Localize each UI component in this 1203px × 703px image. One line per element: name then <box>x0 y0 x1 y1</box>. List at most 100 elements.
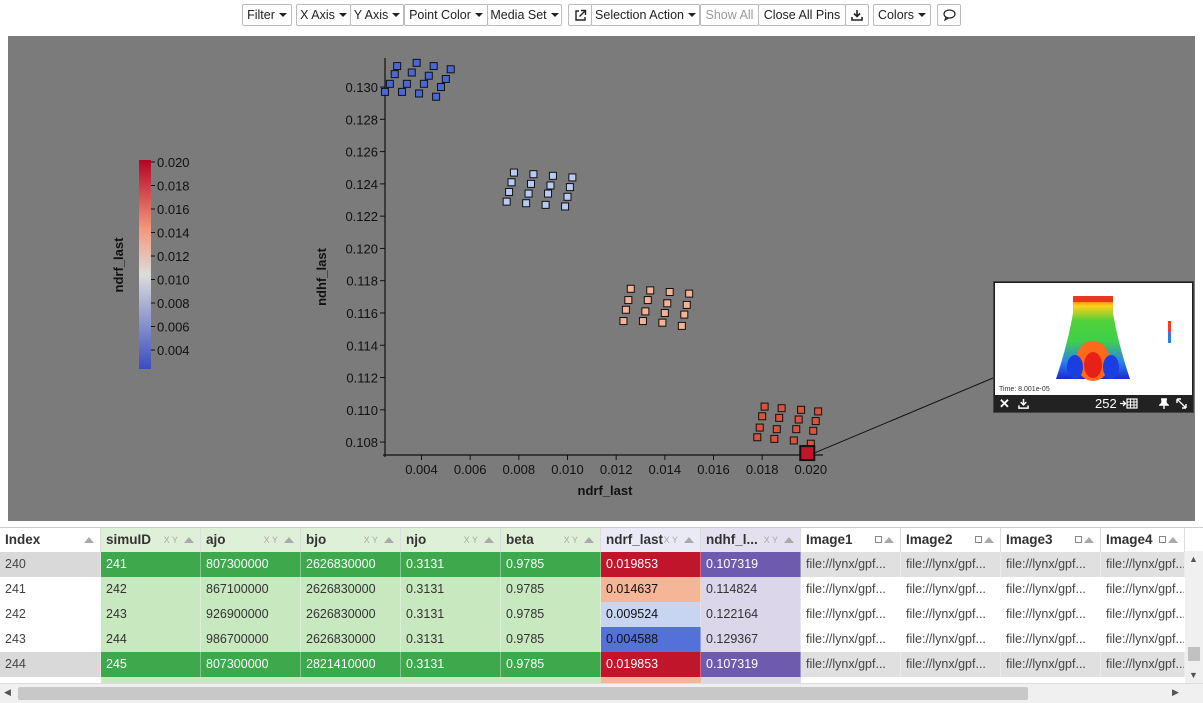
scatter-point[interactable] <box>770 434 779 443</box>
sort-icon[interactable] <box>1084 537 1094 543</box>
scatter-point[interactable] <box>407 68 416 77</box>
table-cell[interactable]: 0.9785 <box>501 602 601 627</box>
scatter-point[interactable] <box>509 168 518 177</box>
scatter-point[interactable] <box>541 200 550 209</box>
table-cell[interactable]: file://lynx/gpf... <box>1101 602 1185 627</box>
scatter-point[interactable] <box>505 187 514 196</box>
scatter-point[interactable] <box>619 317 628 326</box>
table-cell[interactable]: 240 <box>0 552 101 577</box>
table-cell[interactable]: 0.122164 <box>701 602 801 627</box>
scatter-point[interactable] <box>393 62 402 71</box>
scatter-point[interactable] <box>412 58 421 67</box>
table-cell[interactable]: 0.9785 <box>501 577 601 602</box>
table-cell[interactable]: 243 <box>101 602 201 627</box>
table-cell[interactable]: 241 <box>0 577 101 602</box>
table-cell[interactable]: 0.3131 <box>401 577 501 602</box>
selection-action-button[interactable]: Selection Action <box>591 4 700 26</box>
horizontal-scrollbar[interactable]: ◀ ▶ <box>0 683 1203 703</box>
scatter-point[interactable] <box>446 65 455 74</box>
scatter-point[interactable] <box>621 305 630 314</box>
download-button[interactable] <box>845 4 869 26</box>
scatter-point[interactable] <box>624 296 633 305</box>
scatter-point[interactable] <box>402 79 411 88</box>
table-cell[interactable]: 0.129367 <box>701 627 801 652</box>
table-cell[interactable]: 2821410000 <box>301 652 401 677</box>
scatter-point[interactable] <box>814 407 823 416</box>
scatter-point[interactable] <box>809 426 818 435</box>
table-cell[interactable]: 0.009524 <box>601 602 701 627</box>
column-header-3[interactable]: ajo X Y <box>201 528 301 552</box>
pin-column-icon[interactable] <box>875 536 882 543</box>
scatter-point[interactable] <box>429 62 438 71</box>
sort-icon[interactable] <box>84 537 94 543</box>
scroll-up-icon[interactable]: ▲ <box>1189 554 1198 564</box>
table-cell[interactable]: file://lynx/gpf... <box>901 577 1001 602</box>
scatter-point[interactable] <box>565 183 574 192</box>
table-cell[interactable]: 0.019853 <box>601 552 701 577</box>
scatter-point[interactable] <box>680 310 689 319</box>
scroll-left-icon[interactable]: ◀ <box>4 687 11 697</box>
table-cell[interactable]: 244 <box>101 627 201 652</box>
table-cell[interactable]: 242 <box>0 602 101 627</box>
scatter-point[interactable] <box>641 307 650 316</box>
scatter-point[interactable] <box>682 300 691 309</box>
open-external-button[interactable] <box>568 4 592 26</box>
comment-button[interactable] <box>937 4 961 26</box>
x-axis-button[interactable]: X Axis <box>296 4 351 26</box>
scatter-point[interactable] <box>502 197 511 206</box>
scatter-point[interactable] <box>561 202 570 211</box>
axis-assign-toggle[interactable]: X Y <box>463 535 478 545</box>
show-all-button[interactable]: Show All <box>700 4 759 26</box>
table-cell[interactable]: file://lynx/gpf... <box>1101 552 1185 577</box>
table-cell[interactable]: file://lynx/gpf... <box>801 577 901 602</box>
scatter-point[interactable] <box>419 79 428 88</box>
table-cell[interactable]: file://lynx/gpf... <box>801 552 901 577</box>
scatter-point[interactable] <box>390 70 399 79</box>
y-axis-button[interactable]: Y Axis <box>350 4 404 26</box>
scatter-point[interactable] <box>792 425 801 434</box>
scatter-point[interactable] <box>381 87 389 96</box>
table-cell[interactable]: 0.9785 <box>501 652 601 677</box>
table-cell[interactable]: file://lynx/gpf... <box>1101 652 1185 677</box>
colors-button[interactable]: Colors <box>873 4 931 26</box>
table-cell[interactable]: 0.3131 <box>401 602 501 627</box>
table-cell[interactable]: file://lynx/gpf... <box>801 652 901 677</box>
table-cell[interactable]: file://lynx/gpf... <box>1001 552 1101 577</box>
table-cell[interactable]: 0.9785 <box>501 552 601 577</box>
scatter-point[interactable] <box>544 189 553 198</box>
table-cell[interactable]: file://lynx/gpf... <box>1001 577 1101 602</box>
scatter-point[interactable] <box>436 83 445 92</box>
scatter-point[interactable] <box>546 181 555 190</box>
sort-icon[interactable] <box>1168 537 1178 543</box>
table-cell[interactable]: 0.3131 <box>401 652 501 677</box>
scatter-point[interactable] <box>643 296 652 305</box>
scatter-point[interactable] <box>626 284 635 293</box>
scatter-point[interactable] <box>758 412 767 421</box>
sort-icon[interactable] <box>784 537 794 543</box>
table-cell[interactable]: 0.3131 <box>401 552 501 577</box>
scatter-point[interactable] <box>789 436 798 445</box>
table-cell[interactable]: file://lynx/gpf... <box>901 552 1001 577</box>
scatter-point[interactable] <box>441 74 450 83</box>
table-cell[interactable]: 0.004588 <box>601 627 701 652</box>
table-cell[interactable]: 0.107319 <box>701 552 801 577</box>
scatter-point[interactable] <box>797 405 806 414</box>
table-cell[interactable]: file://lynx/gpf... <box>1101 577 1185 602</box>
scatter-point[interactable] <box>563 192 572 201</box>
selected-point[interactable] <box>799 445 816 462</box>
column-header-11[interactable]: Image3 <box>1001 528 1101 552</box>
sort-icon[interactable] <box>984 537 994 543</box>
table-cell[interactable]: 0.019853 <box>601 652 701 677</box>
column-header-9[interactable]: Image1 <box>801 528 901 552</box>
filter-button[interactable]: Filter <box>242 4 292 26</box>
scatter-point[interactable] <box>432 92 441 101</box>
axis-assign-toggle[interactable]: X Y <box>763 535 778 545</box>
points[interactable] <box>381 58 823 448</box>
scatter-point[interactable] <box>424 71 433 80</box>
scatter-point[interactable] <box>524 189 533 198</box>
scroll-down-icon[interactable]: ▼ <box>1189 670 1198 680</box>
table-cell[interactable]: file://lynx/gpf... <box>901 602 1001 627</box>
close-icon[interactable]: ✕ <box>999 396 1010 411</box>
table-cell[interactable]: file://lynx/gpf... <box>901 652 1001 677</box>
table-cell[interactable]: 807300000 <box>201 552 301 577</box>
